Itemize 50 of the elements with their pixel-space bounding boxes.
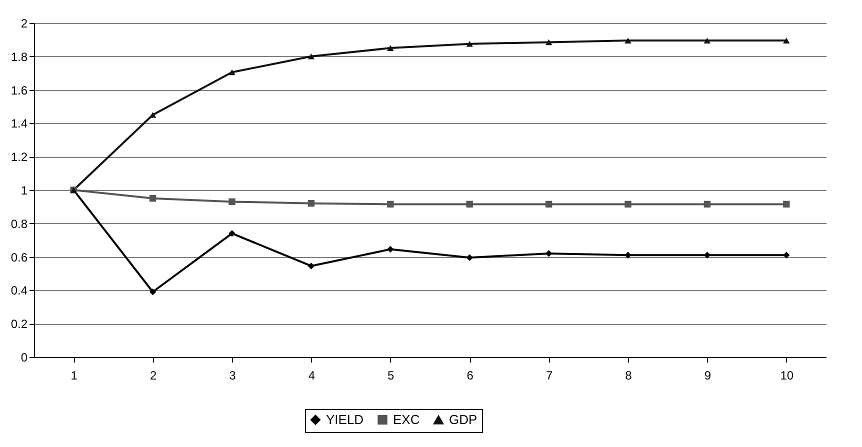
y-tick-label: 1 [20,184,28,198]
point [466,200,473,208]
x-tick-label: 9 [704,368,712,382]
point [387,246,394,253]
x-tick-label: 6 [466,368,474,382]
point [545,39,552,46]
legend-label: GDP [449,412,478,428]
x-tick-label: 5 [388,368,395,382]
point [545,250,552,257]
x-tick-label: 10 [780,368,794,382]
y-tick-label: 1.4 [10,116,28,131]
point [308,200,315,207]
x-tick-label: 2 [150,368,157,382]
y-tick-label: 0.4 [10,284,28,298]
x-tick-label: 7 [546,368,553,382]
point [704,200,711,208]
y-tick-label: 0.8 [10,216,28,231]
point [387,200,394,208]
point [624,200,632,208]
point [704,38,711,44]
point [228,230,236,237]
y-tick-label: 2 [20,16,28,30]
point [387,45,394,51]
y-tick-label: 0.6 [10,250,28,264]
point [783,252,790,258]
x-tick-label: 1 [70,368,78,382]
point [149,194,156,202]
y-tick-label: 0 [20,350,28,364]
x-tick-label: 8 [625,368,632,382]
point [704,252,711,258]
point [624,252,632,258]
point [308,262,315,270]
point [783,200,790,208]
point [624,38,632,44]
y-tick-label: 1.8 [10,50,28,64]
point [545,200,552,208]
x-tick-label: 3 [229,368,236,382]
point [228,69,236,76]
y-tick-label: 0.2 [10,317,28,332]
y-tick-label: 1.6 [10,83,28,98]
point [308,53,315,60]
point [783,38,790,44]
x-tick-label: 4 [308,368,316,382]
point [466,40,473,47]
legend-label: EXC [393,412,420,427]
point [228,198,236,206]
point [149,288,156,296]
y-tick-label: 1.2 [10,150,28,164]
legend-label: YIELD [326,412,364,427]
point [466,254,473,261]
